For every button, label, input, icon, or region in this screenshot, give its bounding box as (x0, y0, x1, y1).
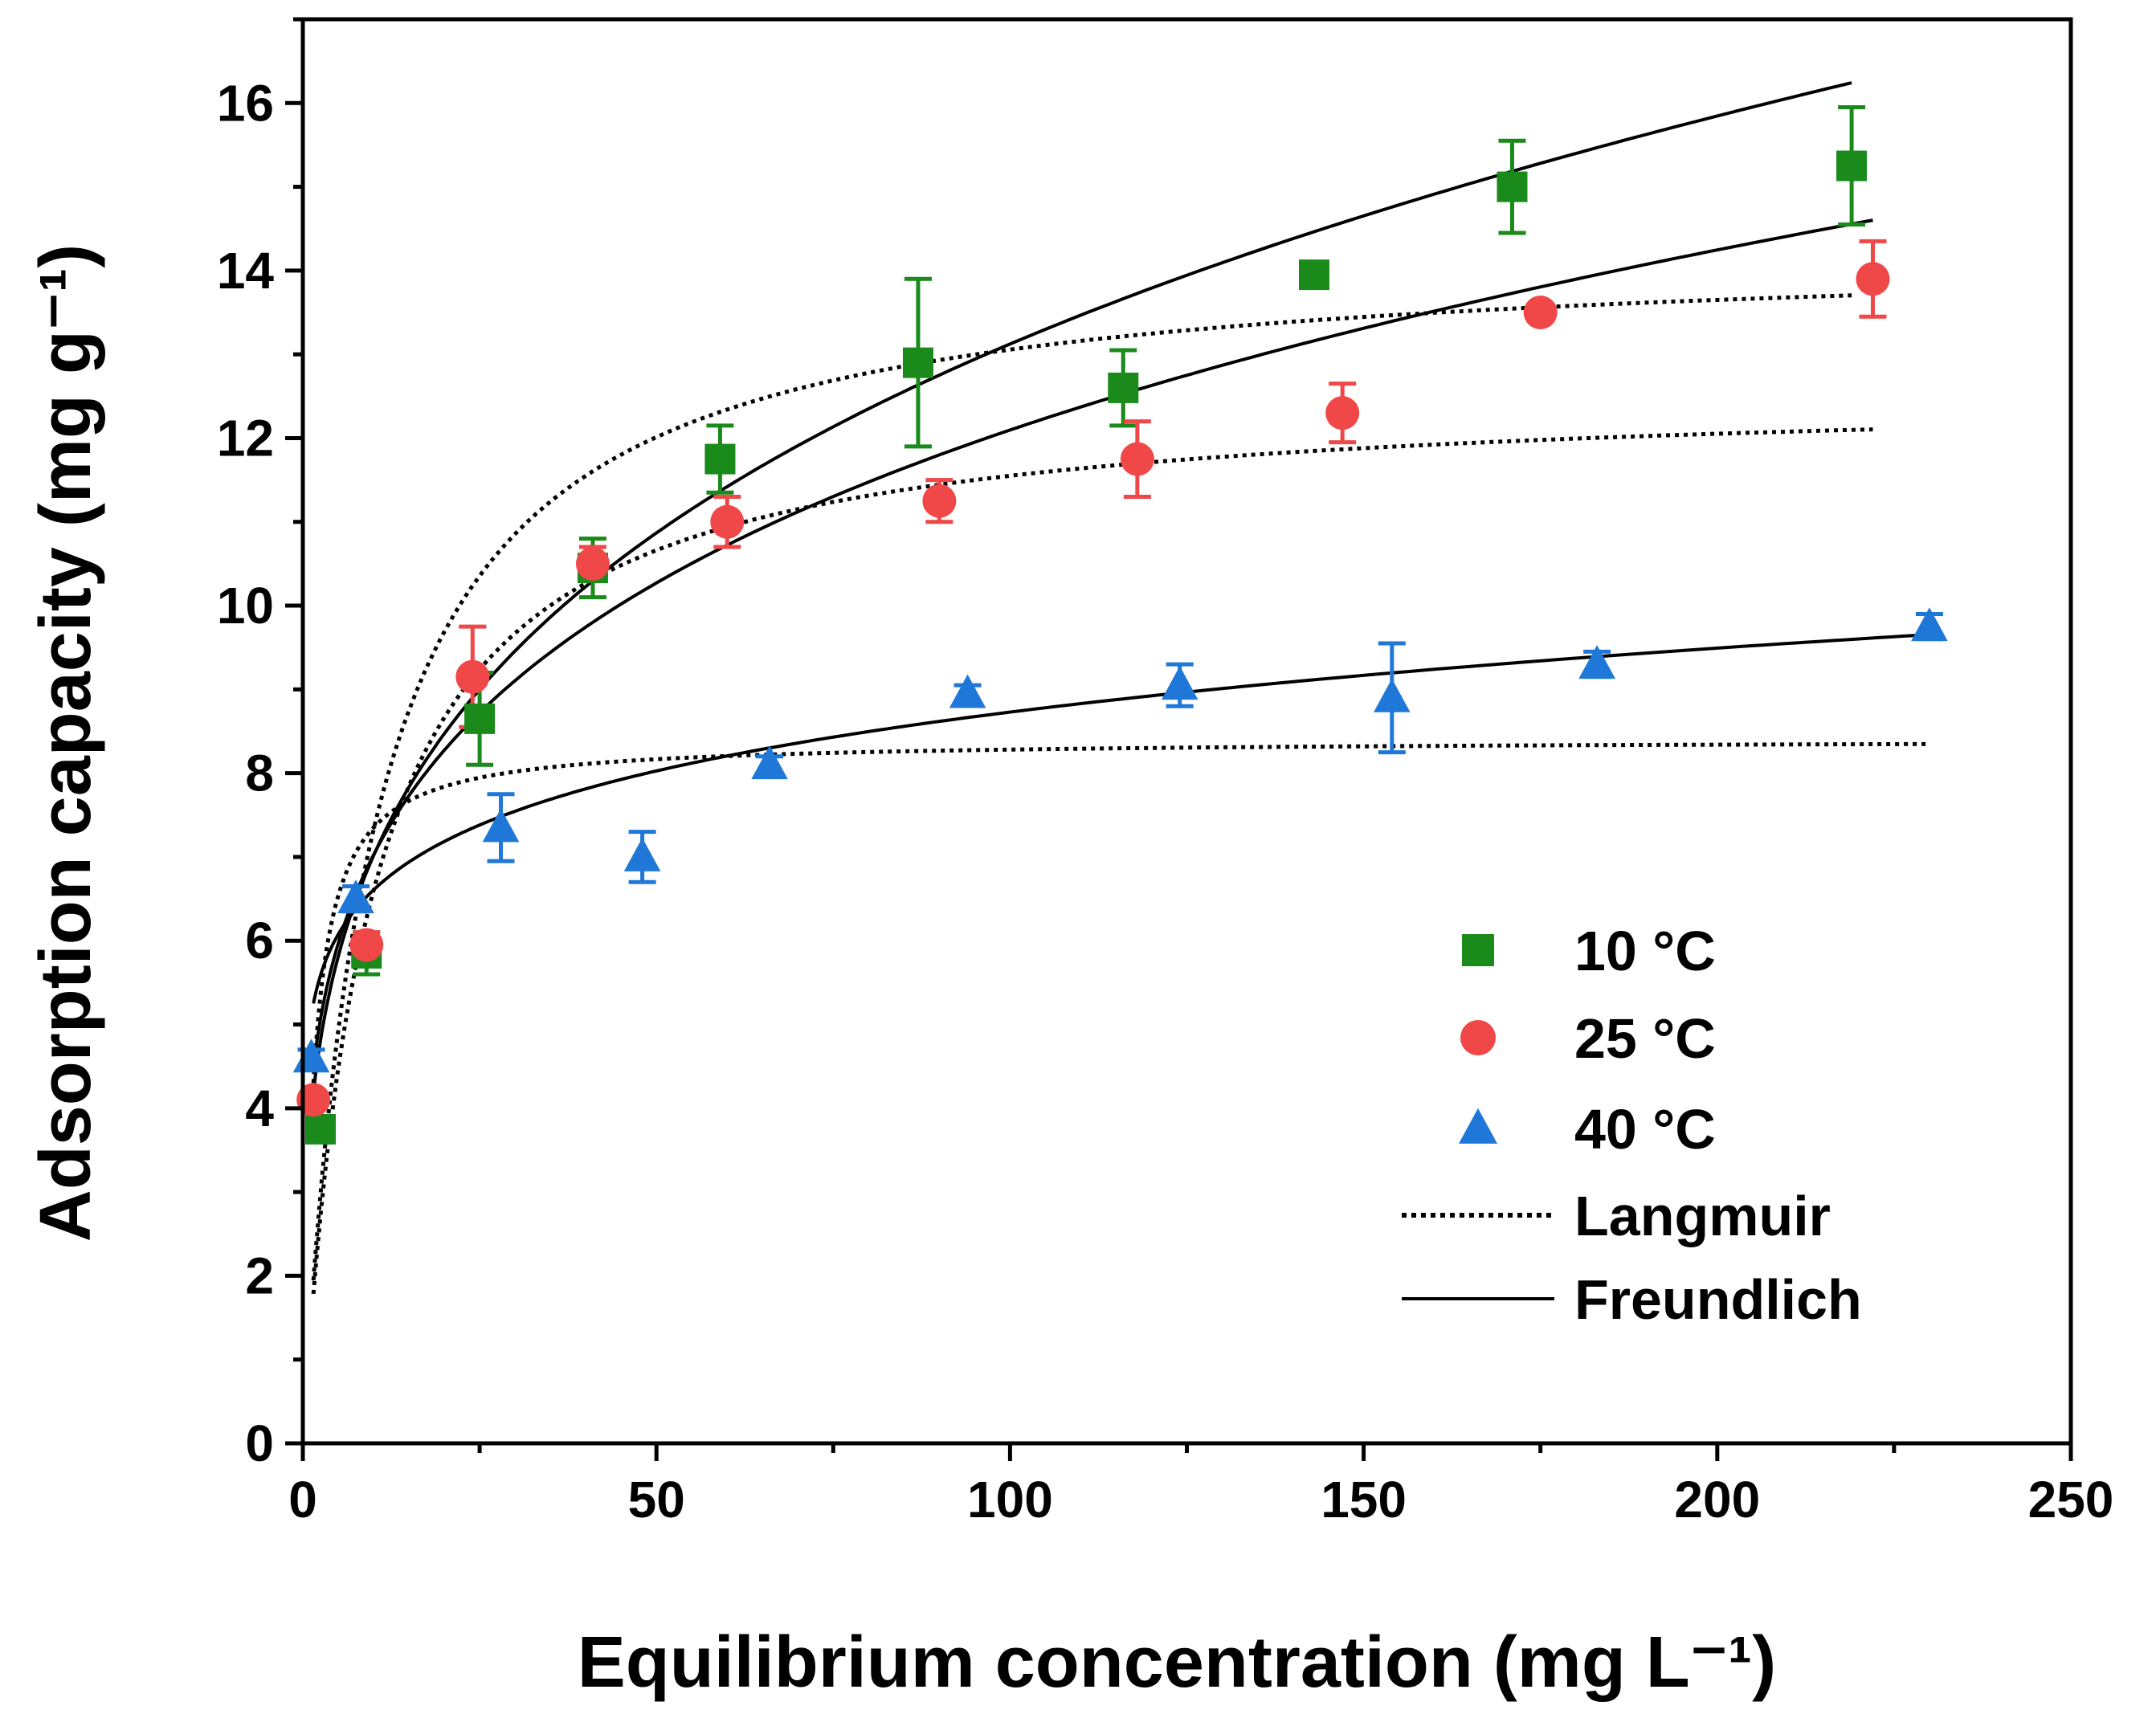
data-point-triangle (482, 808, 520, 843)
legend-swatch-triangle (1459, 1108, 1497, 1144)
legend-label: 25 °C (1574, 1007, 1716, 1070)
data-point-square (305, 1113, 337, 1145)
data-point-circle (1120, 442, 1154, 476)
data-point-triangle (337, 879, 374, 914)
x-tick-label: 100 (967, 1471, 1053, 1528)
data-point-circle (1856, 262, 1890, 296)
y-tick-label: 16 (217, 74, 274, 132)
axes: 0 50 100 150 200 250 0 2 4 6 8 10 12 14 16 (217, 17, 2114, 1528)
legend-item: Langmuir (1402, 1185, 1831, 1247)
data-point-circle (349, 928, 384, 962)
data-point-triangle (292, 1039, 330, 1073)
data-point-triangle (1578, 645, 1615, 679)
data-point-circle (1325, 396, 1360, 431)
y-axis-title: Adsorption capacity (mg g⁻¹) (26, 244, 106, 1243)
data-point-circle (922, 484, 957, 518)
data-point-square (464, 703, 496, 734)
langmuir-fit-line (311, 293, 1852, 1281)
data-markers (292, 150, 1948, 1145)
data-point-square (704, 443, 736, 475)
legend-swatch-circle (1460, 1020, 1496, 1055)
legend-label: Freundlich (1574, 1268, 1862, 1331)
legend-item: Freundlich (1402, 1268, 1862, 1331)
fit-curves (311, 81, 1930, 1294)
legend-label: Langmuir (1574, 1185, 1831, 1247)
data-point-square (902, 347, 933, 378)
y-tick-label: 8 (245, 745, 274, 802)
data-point-triangle (1911, 607, 1948, 642)
legend-swatch-square (1462, 934, 1494, 966)
y-tick-label: 4 (245, 1079, 274, 1137)
data-point-circle (455, 659, 490, 694)
y-tick-label: 2 (245, 1247, 274, 1304)
data-point-circle (710, 504, 745, 539)
x-axis-title: Equilibrium concentration (mg L⁻¹) (578, 1622, 1776, 1703)
data-point-triangle (623, 838, 661, 871)
data-point-square (1108, 372, 1139, 403)
data-point-triangle (1374, 678, 1411, 712)
data-point-circle (575, 546, 610, 581)
x-tick-label: 50 (628, 1471, 685, 1528)
data-point-triangle (751, 745, 788, 780)
data-point-circle (296, 1083, 331, 1117)
data-point-square (1497, 171, 1528, 202)
x-tick-label: 150 (1321, 1471, 1407, 1528)
legend-item: 25 °C (1460, 1007, 1716, 1070)
x-tick-label: 0 (288, 1471, 317, 1528)
data-point-square (1836, 150, 1868, 182)
y-tick-label: 6 (245, 912, 274, 969)
data-point-square (1298, 259, 1329, 291)
x-tick-label: 250 (2028, 1471, 2114, 1528)
legend-item: 10 °C (1462, 920, 1716, 982)
y-tick-label: 12 (217, 409, 274, 467)
legend-item: 40 °C (1459, 1098, 1716, 1161)
legend-label: 10 °C (1574, 920, 1716, 982)
legend-label: 40 °C (1574, 1098, 1716, 1161)
y-tick-label: 0 (245, 1414, 274, 1472)
data-point-triangle (1161, 666, 1198, 700)
legend: 10 °C 25 °C 40 °C Langmuir Freundlich (1402, 920, 1862, 1331)
y-tick-label: 10 (217, 577, 274, 635)
data-point-circle (1523, 296, 1558, 330)
data-point-triangle (949, 674, 986, 708)
langmuir-fit-line (311, 427, 1873, 1294)
x-tick-label: 200 (1674, 1471, 1760, 1528)
y-tick-label: 14 (217, 242, 275, 300)
langmuir-fit-line (311, 741, 1929, 1083)
